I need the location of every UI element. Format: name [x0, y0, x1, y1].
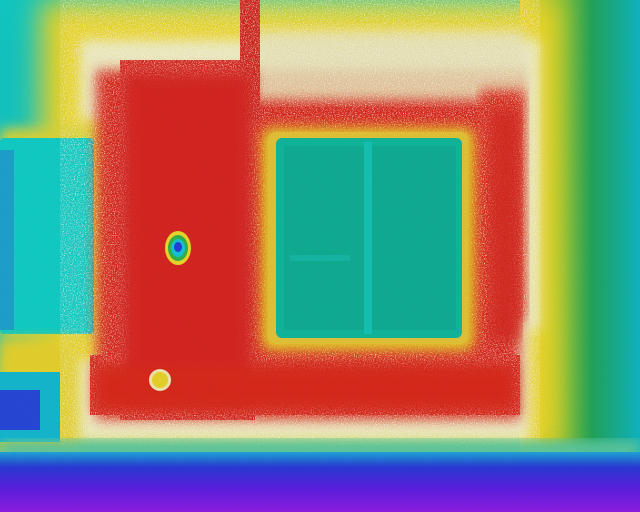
thermal-image	[0, 0, 640, 512]
sensor-grain	[0, 0, 640, 512]
